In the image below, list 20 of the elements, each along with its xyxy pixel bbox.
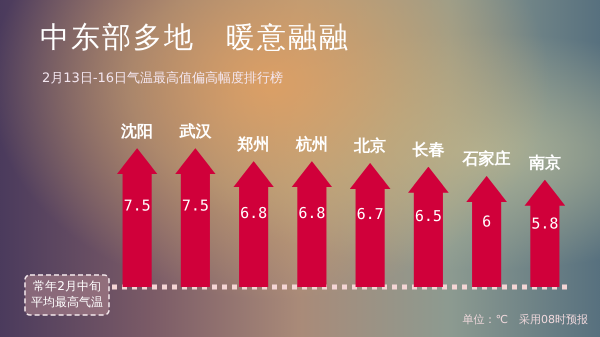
data-label: 6.7 bbox=[356, 205, 384, 223]
x-tick-label: 杭州 bbox=[294, 134, 328, 154]
data-label: 6.8 bbox=[240, 204, 268, 222]
chart-subtitle: 2月13日-16日气温最高值偏高幅度排行榜 bbox=[42, 70, 284, 87]
x-tick-label: 长春 bbox=[411, 140, 444, 159]
x-tick-label: 武汉 bbox=[178, 121, 212, 140]
x-tick-label: 沈阳 bbox=[120, 121, 154, 140]
data-label: 7.5 bbox=[182, 196, 209, 214]
x-tick-label: 南京 bbox=[528, 152, 561, 172]
data-label: 6 bbox=[482, 212, 492, 231]
data-label: 7.5 bbox=[124, 196, 151, 214]
data-label: 6.5 bbox=[414, 207, 442, 226]
data-label: 6.8 bbox=[298, 204, 326, 222]
text: 单位：℃ 采用08时预报 bbox=[462, 312, 588, 326]
data-label: 5.8 bbox=[531, 214, 558, 233]
chart-title: 中东部多地 暖意融融 bbox=[40, 19, 350, 56]
x-tick-label: 郑州 bbox=[236, 134, 270, 154]
x-tick-label: 石家庄 bbox=[462, 149, 511, 168]
ref-line-label: 常年2月中旬平均最高气温 bbox=[31, 279, 103, 310]
x-tick-label: 北京 bbox=[353, 136, 386, 156]
